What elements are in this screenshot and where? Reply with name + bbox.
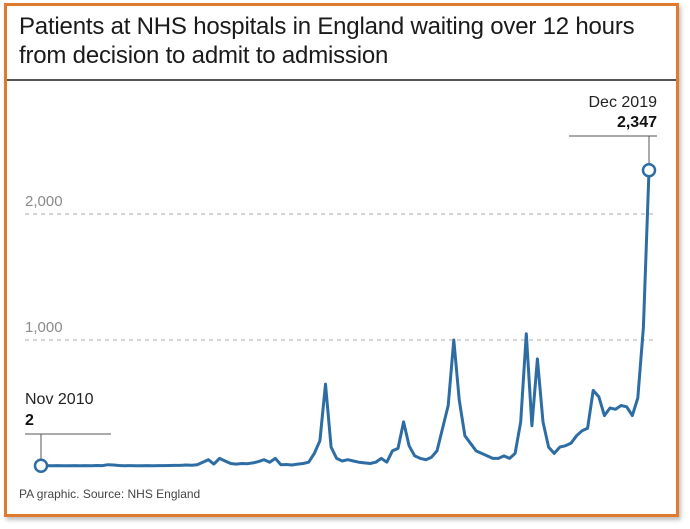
- grid-layer: 1,000 2,000: [25, 193, 657, 341]
- chart-frame: Patients at NHS hospitals in England wai…: [4, 3, 679, 517]
- series-line: [39, 168, 651, 468]
- title-divider: [7, 79, 676, 81]
- endpoint-marker: [33, 458, 49, 473]
- y-tick-label: 1,000: [25, 319, 63, 336]
- annotation-date: Dec 2019: [589, 94, 658, 111]
- annotation-value: 2: [25, 412, 34, 429]
- annotation-value: 2,347: [617, 114, 657, 131]
- y-tick-label: 2,000: [25, 193, 63, 210]
- annotation-date: Nov 2010: [25, 391, 94, 408]
- annotation-layer: Nov 2010 2 Dec 2019 2,347: [25, 94, 658, 473]
- endpoint-marker: [641, 163, 657, 178]
- chart-title: Patients at NHS hospitals in England wai…: [19, 13, 635, 69]
- source-note: PA graphic. Source: NHS England: [19, 487, 201, 501]
- line-chart: 1,000 2,000 Nov 2010 2 Dec 2019 2,347: [25, 94, 658, 473]
